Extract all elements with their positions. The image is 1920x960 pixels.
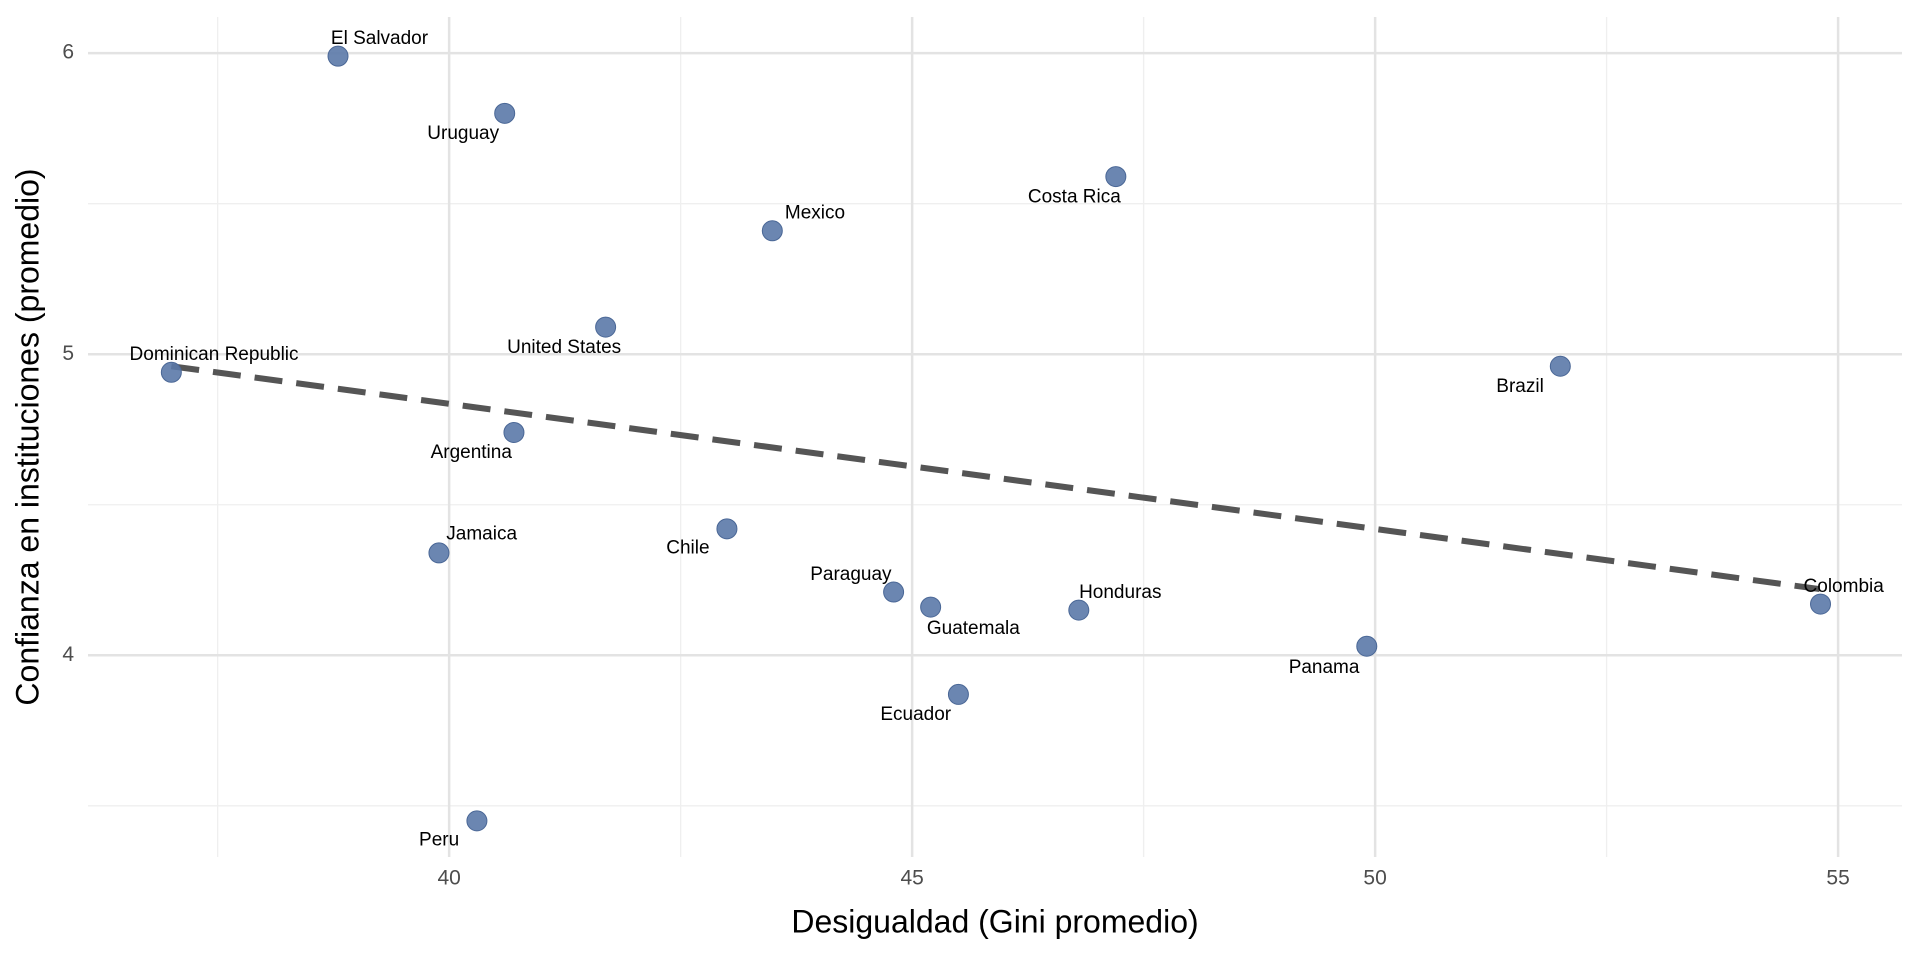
point xyxy=(494,102,516,124)
point-label: United States xyxy=(507,337,621,358)
point xyxy=(327,45,349,67)
point xyxy=(503,421,525,443)
point-label: Jamaica xyxy=(446,524,517,545)
point xyxy=(1068,599,1090,621)
point-label: Mexico xyxy=(785,203,845,224)
point xyxy=(595,316,617,338)
point-label: Costa Rica xyxy=(1028,186,1121,207)
point xyxy=(1810,593,1832,615)
point-label: Paraguay xyxy=(810,564,892,585)
point-label: Uruguay xyxy=(427,123,499,144)
point xyxy=(1356,635,1378,657)
point xyxy=(716,518,738,540)
point-label: El Salvador xyxy=(331,28,429,49)
point xyxy=(920,596,942,618)
point xyxy=(466,810,488,832)
point-label: Honduras xyxy=(1079,582,1161,603)
point-label: Ecuador xyxy=(880,704,951,725)
y-tick-label: 5 xyxy=(62,342,74,365)
point xyxy=(1105,166,1127,188)
point xyxy=(1549,355,1571,377)
y-tick-label: 6 xyxy=(62,41,74,64)
point xyxy=(947,683,969,705)
point xyxy=(761,220,783,242)
x-tick-label: 55 xyxy=(1826,867,1849,890)
point-label: Guatemala xyxy=(927,618,1020,639)
trend-line xyxy=(170,363,1820,593)
point xyxy=(160,361,182,383)
point-label: Dominican Republic xyxy=(130,344,299,365)
point xyxy=(428,542,450,564)
point xyxy=(883,581,905,603)
x-tick-label: 50 xyxy=(1363,867,1386,890)
point-label: Brazil xyxy=(1496,376,1544,397)
x-axis-title: Desigualdad (Gini promedio) xyxy=(791,903,1198,939)
x-tick-label: 40 xyxy=(437,867,460,890)
x-tick-label: 45 xyxy=(900,867,923,890)
point-label: Panama xyxy=(1289,657,1360,678)
y-tick-label: 4 xyxy=(62,643,74,666)
point-label: Chile xyxy=(666,537,709,558)
point-label: Peru xyxy=(419,829,459,850)
point-label: Argentina xyxy=(431,442,513,463)
y-axis-title: Confianza en instituciones (promedio) xyxy=(9,168,45,705)
point-label: Colombia xyxy=(1804,576,1885,597)
